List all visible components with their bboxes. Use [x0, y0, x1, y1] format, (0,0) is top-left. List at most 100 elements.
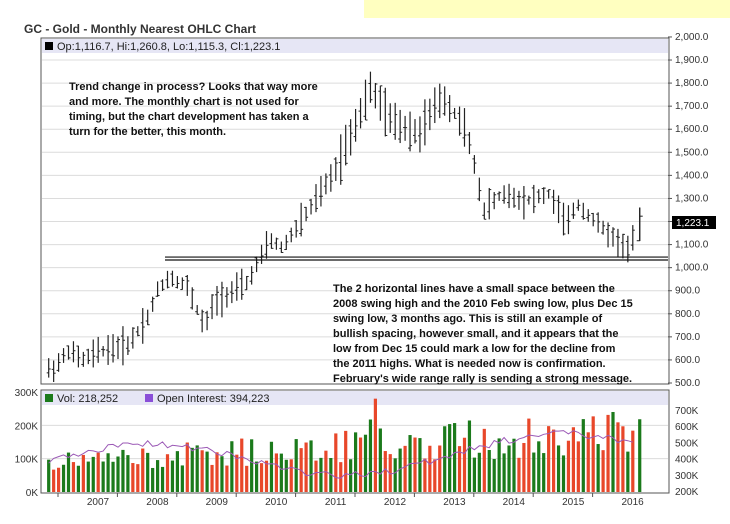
volume-right-tick-label: 300K [675, 471, 699, 482]
volume-bar [547, 426, 551, 492]
volume-bar [180, 465, 184, 492]
volume-bar [418, 438, 422, 492]
chart-title: GC - Gold - Monthly Nearest OHLC Chart [24, 22, 256, 36]
open-interest-legend: Open Interest: 394,223 [157, 393, 270, 405]
volume-bar [200, 450, 204, 492]
volume-bar [349, 459, 353, 492]
volume-bar [116, 456, 120, 492]
volume-right-tick-label: 200K [675, 487, 699, 498]
open-interest-legend-swatch [145, 394, 153, 402]
y-tick-label: 1,600.0 [675, 124, 709, 135]
volume-left-tick-label: 0K [26, 488, 39, 499]
volume-bar [121, 449, 125, 492]
annotation-top: Trend change in process? Looks that way … [69, 81, 318, 138]
price-bars [46, 71, 643, 383]
annotation-bottom-line: bullish spacing, however small, and it a… [333, 328, 618, 340]
y-tick-label: 1,700.0 [675, 101, 709, 112]
open-interest-line [48, 430, 633, 479]
volume-bar [358, 437, 363, 492]
volume-bar [403, 445, 407, 492]
volume-bar [309, 440, 313, 492]
volume-bar [289, 459, 293, 492]
x-tick-label: 2015 [562, 497, 585, 508]
annotation-bottom-line: 2008 swing high and the 2010 Feb swing l… [333, 298, 633, 310]
annotation-bottom-line: February's wide range rally is sending a… [333, 373, 632, 385]
volume-bar [250, 439, 254, 492]
volume-bar [556, 445, 561, 492]
volume-bar [66, 452, 71, 492]
y-tick-label: 500.0 [675, 378, 700, 389]
volume-bar [576, 441, 580, 492]
volume-bar [621, 426, 625, 492]
volume-bar [616, 422, 620, 492]
volume-bar [527, 418, 531, 492]
volume-bar [240, 438, 244, 492]
volume-bar [314, 460, 318, 492]
volume-bar [344, 430, 348, 492]
price-header-band [42, 39, 668, 53]
volume-bar [304, 442, 308, 492]
volume-legend: Vol: 218,252 [57, 393, 118, 405]
volume-bar [487, 450, 491, 492]
volume-bar [398, 448, 402, 492]
volume-bar [126, 455, 130, 492]
volume-bar [626, 451, 630, 492]
volume-bar [151, 467, 155, 492]
y-tick-label: 1,900.0 [675, 55, 709, 66]
volume-bar [353, 432, 358, 492]
x-tick-label: 2012 [384, 497, 407, 508]
volume-bar [146, 452, 150, 492]
annotation-top-line: Trend change in process? Looks that way … [69, 81, 318, 93]
volume-bar [581, 419, 585, 492]
volume-bar [56, 467, 61, 492]
volume-bar [457, 446, 462, 492]
annotation-top-line: turn for the better, this month. [69, 126, 226, 138]
volume-bar [438, 445, 442, 492]
volume-bar [254, 461, 259, 492]
volume-bar [561, 455, 566, 492]
annotation-top-line: and more. The monthly chart is not used … [69, 96, 300, 108]
volume-bars [47, 398, 642, 492]
volume-bar [393, 458, 397, 492]
volume-bar [52, 469, 56, 492]
volume-bar [165, 454, 170, 492]
volume-bar [279, 453, 283, 492]
volume-bar [190, 447, 194, 492]
volume-bar [111, 461, 115, 492]
volume-bar [571, 427, 575, 492]
volume-bar [363, 434, 368, 492]
volume-bar [269, 441, 274, 492]
volume-bar [170, 460, 175, 492]
volume-bar [96, 452, 100, 492]
y-tick-label: 2,000.0 [675, 32, 709, 43]
volume-bar [210, 464, 214, 492]
volume-bar [542, 453, 546, 492]
volume-bar [413, 437, 417, 492]
volume-bar [195, 445, 199, 492]
price-panel-frame [40, 37, 670, 385]
volume-left-tick-label: 100K [15, 455, 39, 466]
volume-right-tick-label: 400K [675, 455, 699, 466]
price-y-axis: 2,000.0 1,900.0 1,800.0 1,700.0 1,600.0 1,500… [668, 32, 709, 389]
volume-bar [205, 451, 209, 492]
volume-bar [512, 438, 516, 492]
volume-bar [225, 465, 229, 492]
annotation-bottom-line: swing low, 3 months ago. This is still a… [333, 313, 602, 325]
volume-bar [631, 430, 635, 492]
volume-bar [235, 454, 239, 492]
volume-header-band [42, 391, 668, 405]
y-tick-label: 1,000.0 [675, 263, 709, 274]
last-price-label: 1,223.1 [676, 218, 710, 229]
volume-bar [329, 458, 333, 492]
y-tick-label: 600.0 [675, 355, 700, 366]
volume-bar [492, 459, 496, 492]
annotation-bottom-line: low from Dec 15 could mark a low for the… [333, 343, 616, 355]
volume-bar [507, 445, 511, 492]
volume-right-tick-label: 600K [675, 422, 699, 433]
volume-bar [259, 463, 264, 492]
volume-bar [47, 459, 51, 492]
volume-bar [284, 459, 288, 492]
volume-bar [220, 456, 224, 492]
horizontal-support-lines [165, 256, 668, 261]
